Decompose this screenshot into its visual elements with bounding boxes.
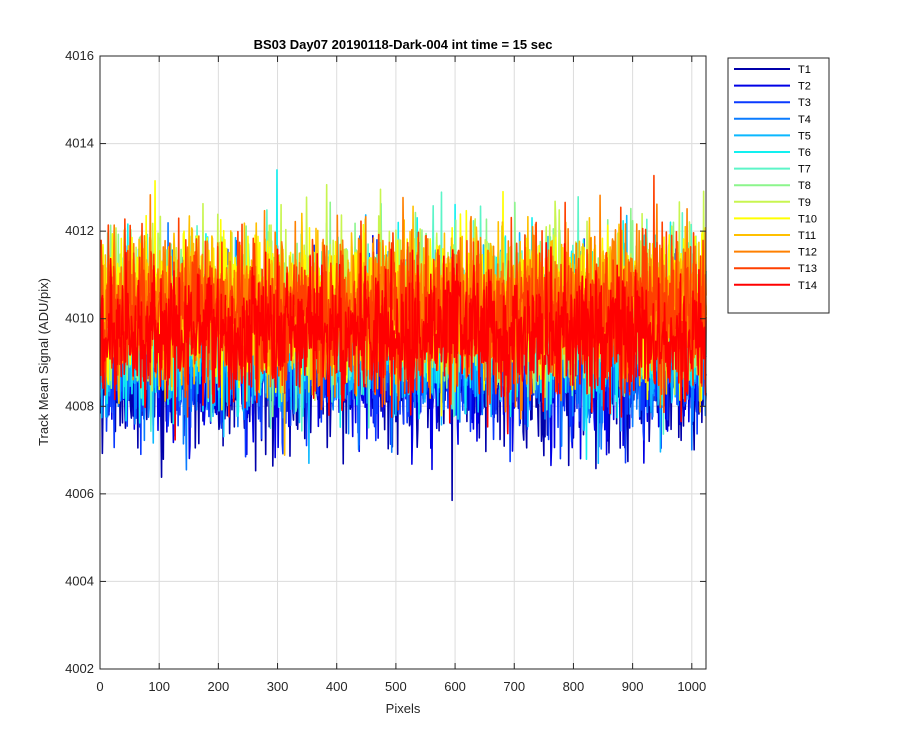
legend: T1 T2 T3 T4 T5 T6 T7 T8 T9 T10 T11 T12 T13 T14 [727, 57, 830, 314]
x-tick-label: 500 [385, 679, 407, 694]
y-axis-label: Track Mean Signal (ADU/pix) [36, 278, 51, 446]
series-line-t13 [99, 174, 707, 418]
x-tick-label: 0 [96, 679, 103, 694]
legend-label-t11: T11 [798, 230, 816, 242]
legend-label-t4: T4 [798, 114, 811, 126]
tick-layer: 0 100 200 300 400 500 600 700 800 900 1000 4002 4004… [65, 48, 706, 694]
legend-label-t10: T10 [798, 213, 817, 225]
x-tick-label: 100 [148, 679, 170, 694]
y-tick-label: 4004 [65, 573, 94, 588]
y-tick-label: 4014 [65, 136, 94, 151]
legend-label-t2: T2 [798, 81, 811, 93]
y-tick-label: 4016 [65, 48, 94, 63]
series-line-t14 [99, 241, 707, 441]
legend-label-t9: T9 [798, 197, 811, 209]
x-tick-label: 700 [503, 679, 525, 694]
legend-label-t5: T5 [798, 130, 811, 142]
x-tick-label: 600 [444, 679, 466, 694]
legend-label-t6: T6 [798, 147, 811, 159]
x-tick-label: 300 [267, 679, 289, 694]
y-tick-label: 4012 [65, 223, 94, 238]
y-tick-label: 4002 [65, 661, 94, 676]
x-tick-label: 200 [208, 679, 230, 694]
x-tick-label: 1000 [677, 679, 706, 694]
x-tick-label: 900 [622, 679, 644, 694]
legend-label-t1: T1 [798, 64, 811, 76]
axes-box [99, 55, 707, 670]
y-tick-label: 4010 [65, 311, 94, 326]
x-tick-label: 400 [326, 679, 348, 694]
legend-label-t13: T13 [798, 263, 817, 275]
chart-title: BS03 Day07 20190118-Dark-004 int time = … [254, 37, 553, 52]
legend-label-t7: T7 [798, 164, 811, 176]
legend-label-t14: T14 [798, 280, 817, 292]
y-tick-label: 4008 [65, 398, 94, 413]
legend-label-t12: T12 [798, 247, 817, 259]
y-tick-label: 4006 [65, 486, 94, 501]
legend-label-t8: T8 [798, 180, 811, 192]
series-layer [99, 169, 707, 502]
x-tick-label: 800 [563, 679, 585, 694]
x-axis-label: Pixels [386, 701, 421, 716]
legend-label-t3: T3 [798, 97, 811, 109]
